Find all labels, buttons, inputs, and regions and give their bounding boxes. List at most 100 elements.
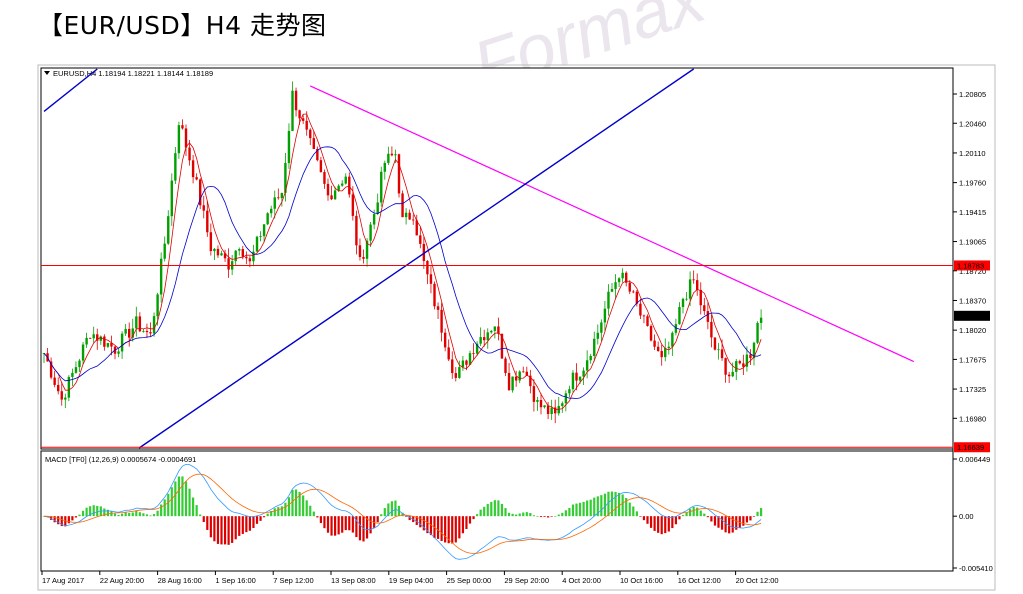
macd-bar xyxy=(507,512,511,517)
candle-body xyxy=(348,176,351,195)
macd-bar xyxy=(429,516,433,536)
candle-body xyxy=(397,154,401,194)
candle-body xyxy=(532,386,536,402)
macd-bar xyxy=(742,516,745,526)
macd-bar xyxy=(720,516,724,530)
macd-bar xyxy=(415,516,418,525)
price-tick-label: 1.18370 xyxy=(959,296,986,305)
candle-body xyxy=(543,405,546,408)
candle-body xyxy=(312,138,315,149)
candle-body xyxy=(241,249,244,257)
candle-body xyxy=(443,332,447,348)
candle-body xyxy=(511,376,514,391)
macd-bar xyxy=(305,500,308,517)
macd-bar xyxy=(713,516,717,526)
candle-body xyxy=(419,235,422,244)
macd-bar xyxy=(71,516,74,521)
candle-body xyxy=(472,353,475,354)
candle-body xyxy=(53,377,56,385)
price-pane xyxy=(40,67,954,450)
macd-bar xyxy=(703,513,706,517)
macd-bar xyxy=(106,509,109,517)
candle-body xyxy=(518,371,521,381)
candle-body xyxy=(394,154,397,156)
macd-bar xyxy=(653,516,656,531)
macd-bar xyxy=(550,516,553,517)
macd-bar xyxy=(373,516,376,528)
macd-bar xyxy=(60,516,63,527)
candle-body xyxy=(245,256,248,259)
candle-body xyxy=(124,328,127,334)
candle-body xyxy=(429,274,433,284)
time-tick-label: 10 Oct 16:00 xyxy=(620,576,663,585)
macd-bar xyxy=(532,515,535,517)
candle-body xyxy=(301,118,305,121)
candle-body xyxy=(522,371,525,373)
candle-body xyxy=(681,298,685,308)
macd-bar xyxy=(57,516,60,525)
candle-body xyxy=(752,342,756,359)
candle-body xyxy=(298,110,301,119)
macd-bar xyxy=(113,513,117,517)
candle-body xyxy=(362,257,365,259)
price-labels: 1.18783 1.16639 1.18189 xyxy=(954,260,990,453)
macd-info: MACD [TF0] (12,26,9) 0.0005674 -0.000469… xyxy=(45,455,196,464)
macd-bar xyxy=(50,516,53,520)
candle-body xyxy=(67,376,71,398)
candle-body xyxy=(344,176,347,184)
macd-bar xyxy=(646,516,649,524)
macd-bar xyxy=(419,516,422,528)
candle-body xyxy=(546,405,550,415)
macd-bar xyxy=(160,504,163,517)
candle-body xyxy=(262,224,266,237)
candle-body xyxy=(628,282,631,292)
macd-bar xyxy=(440,516,443,541)
candle-body xyxy=(610,289,614,292)
candle-body xyxy=(188,147,191,161)
candle-body xyxy=(280,192,284,198)
macd-bar xyxy=(699,510,702,517)
candle-body xyxy=(234,250,237,262)
macd-bar xyxy=(596,496,599,517)
macd-bar xyxy=(479,509,482,517)
candle-body xyxy=(603,308,607,323)
macd-bar xyxy=(316,516,319,518)
macd-bar xyxy=(277,507,280,517)
macd-bar xyxy=(163,499,166,517)
candle-body xyxy=(184,128,188,148)
support-trendline xyxy=(138,68,695,449)
macd-bar xyxy=(376,516,379,523)
macd-bar xyxy=(639,516,642,517)
macd-bar xyxy=(731,516,734,533)
candle-body xyxy=(369,224,372,241)
candle-body xyxy=(270,208,273,214)
macd-bar xyxy=(89,506,92,517)
candle-body xyxy=(642,315,646,317)
candle-body xyxy=(724,358,727,375)
macd-bar xyxy=(387,503,390,517)
macd-bar xyxy=(575,503,578,517)
macd-bar xyxy=(252,516,255,528)
candle-body xyxy=(596,332,599,339)
macd-bar xyxy=(444,516,447,543)
candle-body xyxy=(259,236,262,237)
candle-body xyxy=(585,360,589,371)
macd-bar xyxy=(142,513,145,517)
macd-bar xyxy=(405,516,408,517)
candle-body xyxy=(96,334,99,341)
macd-bar xyxy=(497,500,500,517)
price-label-box xyxy=(954,310,990,321)
macd-bar xyxy=(500,503,504,517)
macd-bar xyxy=(657,516,660,533)
candle-body xyxy=(415,220,418,236)
macd-bar xyxy=(649,516,653,528)
macd-bar xyxy=(259,516,262,521)
candle-body xyxy=(99,336,102,341)
macd-bar xyxy=(486,503,489,517)
macd-bar xyxy=(518,513,521,517)
macd-bar xyxy=(465,516,468,530)
candle-body xyxy=(401,193,404,218)
macd-bar xyxy=(724,516,727,533)
dropdown-arrow-icon[interactable] xyxy=(44,71,50,75)
